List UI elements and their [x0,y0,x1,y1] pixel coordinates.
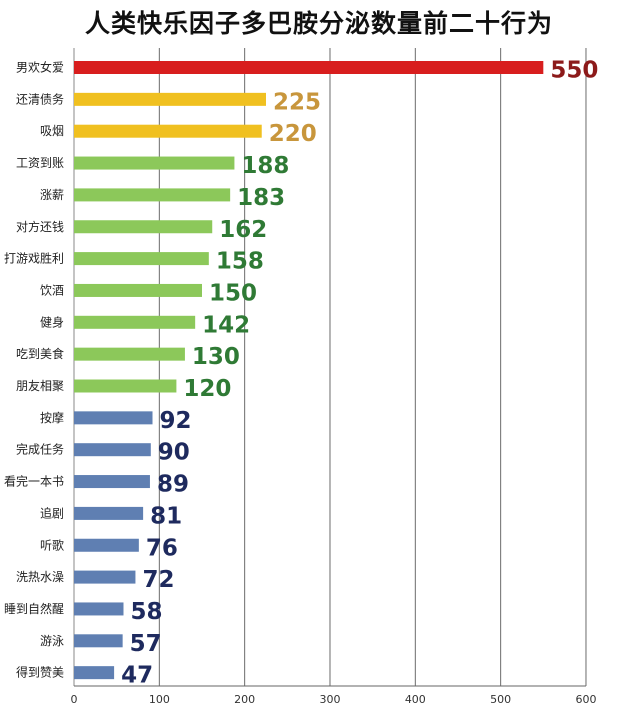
bar [74,315,196,329]
category-label: 看完一本书 [4,474,64,489]
value-label: 81 [150,503,182,529]
category-label: 涨薪 [40,187,64,202]
category-label: 男欢女爱 [16,60,64,75]
category-label: 打游戏胜利 [4,251,64,266]
bar [74,347,185,361]
value-labels: 550 225 220 188 183 162 158 150 142 130 120 92 90 89 8… [121,58,598,689]
value-label: 158 [216,249,264,275]
category-label: 对方还钱 [16,219,64,234]
value-label: 89 [157,472,189,498]
category-label: 健身 [40,314,64,329]
value-label: 162 [219,217,267,243]
bar [74,283,202,297]
category-label: 按摩 [40,410,64,425]
x-tick-label: 200 [234,693,255,706]
value-label: 550 [550,58,598,84]
bar [74,475,150,489]
bar [74,379,177,393]
category-label: 饮酒 [40,283,64,297]
category-label: 朋友相聚 [16,379,64,393]
category-label: 听歌 [40,537,64,552]
value-label: 57 [130,631,162,657]
value-label: 220 [269,121,317,147]
bar [74,220,213,234]
value-label: 183 [237,185,285,211]
category-label: 工资到账 [16,156,64,170]
value-label: 92 [160,408,192,434]
bar [74,443,151,457]
category-label: 完成任务 [16,442,64,457]
bars [74,61,544,680]
x-tick-label: 100 [149,693,170,706]
value-label: 142 [202,312,250,338]
x-tick-label: 500 [490,693,511,706]
value-label: 120 [183,376,231,402]
x-tick-label: 0 [71,693,78,706]
chart-title: 人类快乐因子多巴胺分泌数量前二十行为 [84,9,553,38]
value-label: 72 [142,567,174,593]
value-label: 47 [121,663,153,689]
bar [74,252,209,266]
value-label: 58 [130,599,162,625]
x-tick-label: 400 [405,693,426,706]
bar [74,411,153,425]
category-label: 得到赞美 [16,665,64,680]
category-label: 洗热水澡 [16,570,64,584]
gridlines [73,48,587,687]
value-label: 188 [241,153,289,179]
category-label: 还清债务 [16,91,64,106]
bar [74,156,235,170]
value-label: 225 [273,89,321,115]
bar [74,61,544,74]
value-label: 150 [209,280,257,306]
bar [74,92,266,106]
category-label: 吸烟 [40,124,64,138]
x-tick-label: 600 [575,693,596,706]
bar [74,538,139,552]
bar [74,506,144,520]
bar [74,666,115,680]
bar [74,602,124,616]
category-label: 吃到美食 [16,346,64,361]
value-label: 130 [192,344,240,370]
bar [74,634,123,648]
bar [74,188,231,202]
x-tick-label: 300 [319,693,340,706]
bar [74,124,262,138]
value-label: 90 [158,440,190,466]
category-label: 游泳 [40,634,64,648]
category-label: 追剧 [40,505,64,520]
value-label: 76 [146,535,178,561]
category-label: 睡到自然醒 [4,601,64,616]
x-axis-ticks: 0 100 200 300 400 500 600 [71,693,597,706]
bar [74,570,136,584]
category-labels: 男欢女爱还清债务吸烟工资到账涨薪对方还钱打游戏胜利饮酒健身吃到美食朋友相聚按摩完… [4,60,64,680]
